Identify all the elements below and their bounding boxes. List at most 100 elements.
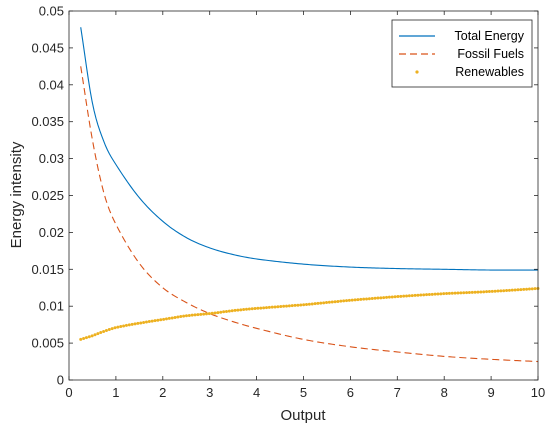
series-renewables-point [179, 315, 183, 319]
series-renewables-point [462, 291, 466, 295]
y-tick-label: 0.05 [39, 4, 64, 19]
series-renewables-point [153, 319, 157, 323]
series-renewables-point [525, 287, 529, 291]
series-renewables-point [485, 290, 489, 294]
series-renewables-point [193, 313, 197, 317]
legend-label-fossil-fuels: Fossil Fuels [457, 47, 524, 61]
series-renewables-point [439, 292, 443, 296]
series-renewables-point [250, 307, 254, 311]
series-renewables-point [533, 287, 537, 291]
y-tick-label: 0.005 [31, 336, 64, 351]
series-renewables-point [487, 290, 491, 294]
series-renewables-point [325, 301, 329, 305]
x-tick-label: 2 [159, 385, 166, 400]
x-tick-label: 10 [531, 385, 545, 400]
series-renewables-point [273, 305, 277, 309]
series-renewables-point [147, 320, 151, 324]
series-renewables-point [173, 315, 177, 319]
series-renewables-point [164, 317, 168, 321]
series-renewables-point [442, 292, 446, 296]
series-renewables-point [387, 295, 391, 299]
series-renewables-point [79, 337, 83, 341]
series-renewables-point [450, 291, 454, 295]
series-renewables-point [385, 295, 389, 299]
series-renewables-point [93, 333, 97, 337]
series-renewables-point [156, 318, 160, 322]
y-tick-label: 0.015 [31, 262, 64, 277]
series-renewables-point [473, 290, 477, 294]
series-renewables-point [270, 305, 274, 309]
series-renewables-point [282, 304, 286, 308]
series-renewables-point [345, 299, 349, 303]
series-renewables-point [396, 295, 400, 299]
y-tick-label: 0.025 [31, 188, 64, 203]
y-tick-label: 0.01 [39, 299, 64, 314]
series-renewables-point [113, 326, 117, 330]
series-renewables-point [233, 308, 237, 312]
legend-label-renewables: Renewables [455, 65, 524, 79]
series-renewables-point [530, 287, 534, 291]
series-renewables-point [373, 296, 377, 300]
series-total-energy-line [80, 27, 538, 271]
x-tick-label: 1 [112, 385, 119, 400]
series-renewables-point [519, 288, 523, 292]
series-renewables-point [267, 305, 271, 309]
x-tick-label: 6 [347, 385, 354, 400]
series-renewables-point [187, 313, 191, 317]
series-renewables-point [422, 293, 426, 297]
series-renewables-point [244, 307, 248, 311]
series-renewables-point [436, 292, 440, 296]
series-renewables-point [222, 310, 226, 314]
y-tick-label: 0.045 [31, 40, 64, 55]
series-renewables-point [419, 293, 423, 297]
series-renewables-point [296, 303, 300, 307]
series-renewables-point [367, 297, 371, 301]
series-renewables-point [99, 331, 103, 335]
series-renewables-point [159, 318, 163, 322]
series-fossil-fuels-line [80, 66, 539, 363]
series-renewables-point [202, 312, 206, 316]
series-renewables-point [333, 300, 337, 304]
series-renewables-point [84, 336, 88, 340]
series-renewables-point [176, 315, 180, 319]
series-layer [79, 27, 540, 363]
series-renewables-point [490, 289, 494, 293]
series-renewables-point [453, 291, 457, 295]
series-renewables-point [390, 295, 394, 299]
series-renewables-point [167, 316, 171, 320]
series-renewables-point [416, 293, 420, 297]
series-renewables-point [119, 325, 123, 329]
series-renewables-point [342, 299, 346, 303]
y-tick-label: 0 [57, 373, 64, 388]
x-tick-label: 5 [300, 385, 307, 400]
x-tick-label: 7 [394, 385, 401, 400]
series-renewables-point [310, 302, 314, 306]
series-renewables-point [336, 299, 340, 303]
series-renewables-point [370, 296, 374, 300]
series-renewables-point [196, 313, 200, 317]
series-renewables-point [230, 309, 234, 313]
series-renewables-point [90, 334, 94, 338]
x-tick-label: 0 [65, 385, 72, 400]
series-renewables-point [413, 293, 417, 297]
series-renewables-point [522, 287, 526, 291]
series-renewables-point [362, 297, 366, 301]
series-renewables-point [382, 296, 386, 300]
x-axis-label: Output [280, 407, 326, 424]
series-renewables-point [359, 297, 363, 301]
series-renewables-point [513, 288, 517, 292]
series-renewables-point [365, 297, 369, 301]
series-renewables-point [82, 337, 86, 341]
series-renewables-point [259, 306, 263, 310]
series-renewables-point [465, 291, 469, 295]
series-renewables-point [293, 303, 297, 307]
series-renewables-point [393, 295, 397, 299]
series-renewables-point [224, 309, 228, 313]
series-renewables-point [410, 294, 414, 298]
series-renewables-point [430, 292, 434, 296]
series-renewables-point [184, 314, 188, 318]
series-renewables-point [327, 300, 331, 304]
series-renewables-point [427, 293, 431, 297]
series-renewables-point [399, 294, 403, 298]
series-renewables-point [339, 299, 343, 303]
